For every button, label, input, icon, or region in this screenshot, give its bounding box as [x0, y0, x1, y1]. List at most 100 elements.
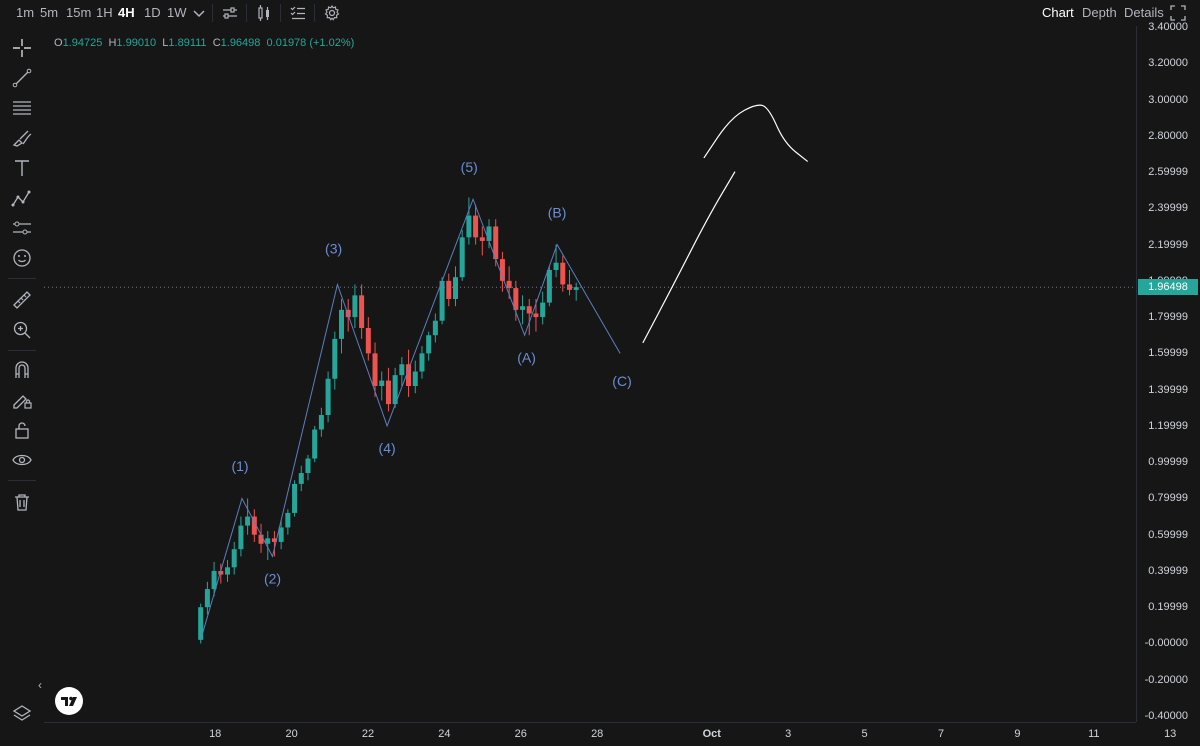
candle-body [332, 338, 338, 379]
timeframe-4h[interactable]: 4H [118, 5, 135, 20]
wave-label[interactable]: (3) [325, 241, 342, 257]
price-axis[interactable]: 3.40000 3.20000 3.00000 2.80000 2.59999 2.399… [1136, 21, 1200, 722]
price-tick: 2.19999 [1148, 238, 1188, 251]
candle [426, 331, 432, 361]
crosshair-icon[interactable] [10, 36, 34, 60]
horizontal-lines-icon[interactable] [10, 96, 34, 120]
wave-label[interactable]: (4) [379, 440, 396, 456]
candle [566, 269, 572, 296]
settings-gear-icon[interactable] [322, 3, 342, 23]
candle [278, 520, 284, 550]
layers-icon[interactable] [10, 702, 34, 726]
candle [412, 360, 418, 394]
wave-label[interactable]: (5) [461, 159, 478, 175]
price-tick: 2.39999 [1148, 202, 1188, 215]
candle-body [338, 309, 344, 339]
divider [8, 278, 36, 279]
candle [204, 581, 210, 615]
wave-label[interactable]: (1) [231, 458, 248, 474]
candle-body [426, 335, 432, 354]
ohlc-legend: O1.94725 H1.99010 L1.89111 C1.96498 0.01… [54, 37, 354, 49]
text-icon[interactable] [10, 156, 34, 180]
trend-line-icon[interactable] [10, 66, 34, 90]
lock-icon[interactable] [10, 418, 34, 442]
price-chart[interactable]: (1) (2) (3) (4) (5) (A) (B) (C) [44, 26, 1136, 722]
timeframe-1h[interactable]: 1H [96, 5, 113, 20]
forecast-stroke[interactable] [642, 171, 736, 344]
time-tick: 11 [1088, 728, 1100, 740]
trash-icon[interactable] [10, 490, 34, 514]
candle [452, 266, 458, 307]
candle-body [251, 516, 257, 535]
candle [365, 317, 371, 361]
timeframe-5m[interactable]: 5m [40, 5, 59, 20]
candle-body [352, 295, 358, 318]
tab-depth[interactable]: Depth [1082, 5, 1117, 20]
fullscreen-icon[interactable] [1168, 3, 1188, 23]
timeframe-15m[interactable]: 15m [66, 5, 92, 20]
candle-body [493, 226, 499, 260]
magnet-icon[interactable] [10, 358, 34, 382]
zoom-icon[interactable] [10, 318, 34, 342]
low-label: L [162, 37, 169, 49]
time-tick: 24 [438, 728, 451, 740]
candle-body [573, 287, 579, 290]
wave-label[interactable]: (B) [548, 204, 567, 220]
indicators-icon[interactable] [220, 3, 240, 23]
candlestick-type-icon[interactable] [254, 3, 274, 23]
forecast-peak-stroke[interactable] [703, 104, 808, 162]
candle [573, 282, 579, 301]
candle [271, 531, 277, 557]
lock-draw-icon[interactable] [10, 388, 34, 412]
eye-icon[interactable] [10, 448, 34, 472]
pattern-icon[interactable] [10, 186, 34, 210]
candle [251, 509, 257, 542]
price-tick: 1.39999 [1148, 383, 1188, 396]
candle-body [439, 280, 445, 321]
timeframe-1m[interactable]: 1m [16, 5, 35, 20]
candle [238, 516, 244, 557]
open-label: O [54, 37, 63, 49]
price-tick: 2.59999 [1148, 166, 1188, 179]
wave-label[interactable]: (C) [612, 373, 631, 389]
wave-label[interactable]: (2) [264, 571, 281, 587]
candle-body [459, 237, 465, 278]
candle-body [292, 483, 298, 513]
tab-details[interactable]: Details [1124, 5, 1164, 20]
timeframe-1w[interactable]: 1W [167, 5, 187, 20]
time-tick: Oct [702, 728, 721, 740]
time-tick: 18 [209, 728, 222, 740]
candle [218, 563, 224, 584]
candle-body [526, 306, 532, 314]
candle-body [298, 473, 304, 484]
candle-body [399, 364, 405, 376]
candle-body [238, 525, 244, 550]
candle-body [540, 302, 546, 318]
candle [432, 313, 438, 343]
high-value: 1.99010 [116, 37, 157, 49]
candle [546, 266, 552, 307]
emoji-icon[interactable] [10, 246, 34, 270]
ruler-icon[interactable] [10, 288, 34, 312]
tab-chart[interactable]: Chart [1042, 5, 1074, 20]
chart-canvas[interactable]: (1) (2) (3) (4) (5) (A) (B) (C) [44, 26, 1136, 722]
wave-line[interactable] [200, 197, 621, 640]
candle-body [479, 237, 485, 241]
candle-body [245, 516, 251, 526]
candle-body [520, 306, 526, 310]
forecast-icon[interactable] [10, 216, 34, 240]
high-label: H [108, 37, 117, 49]
divider [280, 4, 281, 22]
collapse-sidebar-button[interactable]: ‹ [38, 678, 42, 692]
tradingview-logo[interactable] [55, 687, 83, 715]
time-axis[interactable]: 18 20 22 24 26 28 Oct 3 5 7 9 11 13 [44, 722, 1176, 746]
candle-body [506, 280, 512, 289]
chevron-down-icon[interactable] [189, 3, 209, 23]
candle [198, 603, 204, 644]
tv-logo-icon [61, 696, 77, 706]
wave-label[interactable]: (A) [517, 349, 536, 365]
checklist-icon[interactable] [288, 3, 308, 23]
brush-icon[interactable] [10, 126, 34, 150]
timeframe-1d[interactable]: 1D [144, 5, 161, 20]
candle-body [553, 262, 559, 270]
